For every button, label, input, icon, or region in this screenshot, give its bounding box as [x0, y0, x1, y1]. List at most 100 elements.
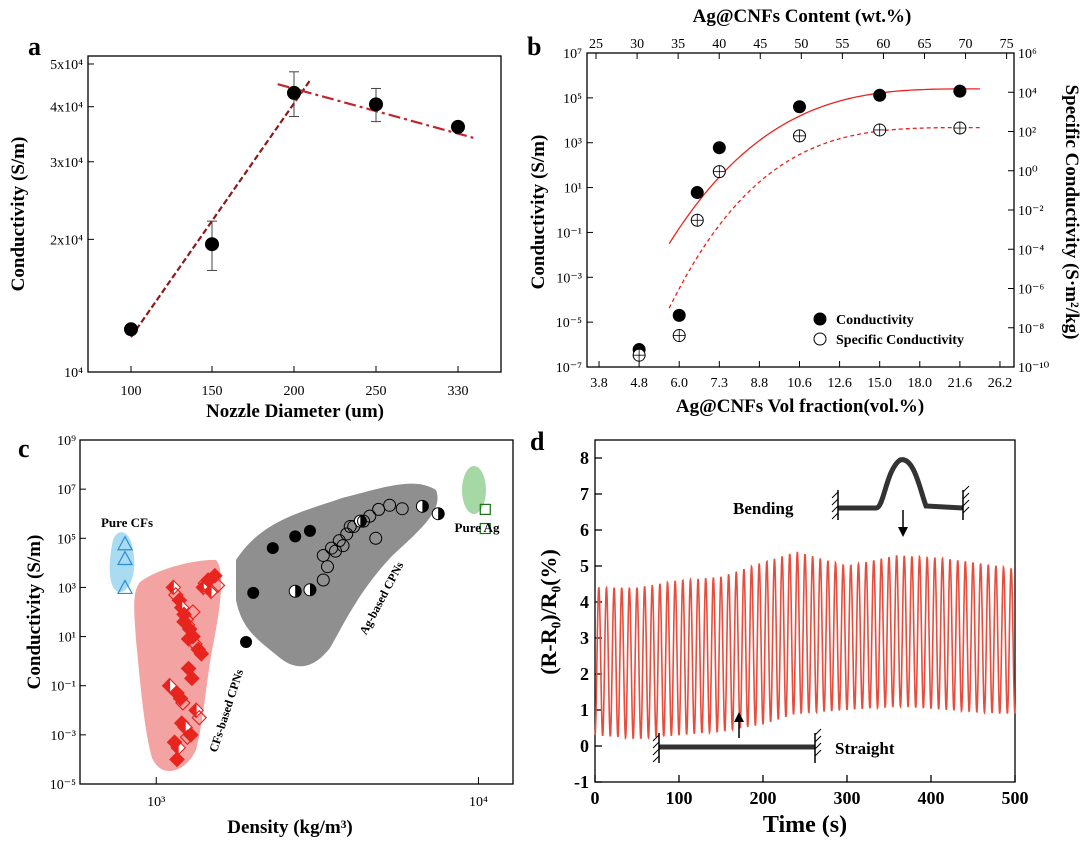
- x-axis-title-c: Density (kg/m³): [227, 817, 353, 838]
- cfs-cpn-point-half: [172, 579, 182, 596]
- ag-cpn-point: [343, 520, 357, 534]
- straight-label: Straight: [835, 739, 895, 758]
- x-tick-label-b: 18.0: [908, 376, 933, 391]
- hatch-mark: [814, 742, 822, 750]
- ag-cpn-point: [266, 542, 279, 555]
- annotations-d: Bending Straight: [652, 457, 970, 763]
- x-tick-label-b: 4.8: [630, 376, 648, 391]
- hatch-mark: [652, 741, 660, 749]
- hatch-mark: [962, 506, 970, 514]
- y-tick-label-d: 2: [580, 664, 589, 684]
- fit-line-dashed-a: [130, 79, 312, 338]
- conductivity-point-b: [712, 141, 726, 155]
- ag-cpn-point-half: [438, 507, 445, 520]
- x2-tick-label-b: 40: [712, 37, 726, 52]
- x-tick-label-d: 0: [591, 788, 600, 808]
- panel-label-d: d: [530, 427, 545, 456]
- ag-cpn-point: [395, 502, 409, 516]
- y-tick-label-c: 10⁻¹: [50, 680, 76, 695]
- panel-label-c: c: [18, 434, 30, 463]
- cfs-cpn-point: [209, 577, 226, 594]
- x2-tick-label-b: 75: [1000, 37, 1014, 52]
- cfs-cpn-point: [180, 631, 197, 647]
- data-point-a: [205, 237, 219, 252]
- x-tick-label-b: 6.0: [670, 376, 688, 391]
- axes-a: 100 150 200 250 330 10⁴ 2x10⁴ 3x10⁴ 4x10⁴ 5x10⁴: [50, 58, 468, 399]
- y-tick-label-a: 5x10⁴: [50, 58, 83, 73]
- x-tick-label-d: 100: [666, 788, 693, 808]
- x-tick-label-d: 300: [834, 788, 861, 808]
- cfs-cpn-point: [191, 709, 208, 726]
- pure-ag-point: [479, 522, 491, 535]
- specific-conductivity-fit-b: [668, 126, 980, 309]
- y-tick-label-b: 10³: [564, 137, 582, 152]
- x-tick-label-b: 15.0: [867, 376, 892, 391]
- y-tick-label-a: 3x10⁴: [50, 156, 83, 171]
- ag-cpn-point-half: [309, 583, 316, 596]
- regions-c: [109, 466, 486, 772]
- x2-tick-label-b: 30: [630, 37, 644, 52]
- region-label-pure-ag: Pure Ag: [455, 520, 500, 535]
- cfs-cpn-point: [175, 695, 191, 711]
- x-tick-label-d: 500: [1002, 788, 1029, 808]
- ag-cpn-point: [369, 531, 383, 545]
- x2-tick-label-b: 65: [917, 37, 931, 52]
- ag-cpn-point: [247, 586, 260, 599]
- x-tick-label-a: 330: [448, 384, 469, 399]
- cfs-cpn-point: [182, 727, 199, 743]
- ag-cpn-point-half: [360, 515, 367, 528]
- y2-axis-title-b: Specific Conductivity (S·m²/kg): [1061, 85, 1080, 340]
- data-point-a: [369, 97, 383, 112]
- conductivity-point-b: [953, 84, 967, 98]
- x2-tick-label-b: 25: [589, 37, 603, 52]
- region-pure-ag: [462, 466, 486, 514]
- cfs-cpn-point: [185, 604, 201, 620]
- hatch-mark: [652, 734, 660, 742]
- data-point-a: [287, 85, 301, 100]
- pure-cfs-point: [116, 550, 134, 566]
- y-tick-label-d: 3: [580, 628, 589, 648]
- ag-cpn-point-half: [295, 585, 302, 598]
- panel-label-a: a: [28, 32, 41, 61]
- cfs-cpn-point: [193, 645, 210, 662]
- x-tick-label-b: 21.6: [948, 376, 973, 391]
- cfs-cpn-point: [169, 751, 185, 768]
- y2-tick-label-b: 10²: [1018, 126, 1036, 141]
- hatch-mark: [814, 749, 822, 757]
- panel-a: a 100 150 200 250 330 10⁴ 2x10⁴ 3x10⁴ 4x10⁴ 5x10⁴…: [8, 32, 502, 422]
- y-tick-label-b: 10⁵: [563, 92, 582, 107]
- data-point-a: [124, 322, 138, 337]
- resistance-curve: [594, 551, 1016, 741]
- y-tick-label-a: 4x10⁴: [50, 101, 83, 116]
- x-axis-title-d: Time (s): [763, 812, 847, 838]
- data-points-c: [116, 498, 491, 768]
- ag-cpn-point: [357, 514, 371, 528]
- y-tick-label-d: 7: [580, 484, 589, 504]
- cfs-cpn-point: [166, 734, 183, 751]
- y-tick-label-b: 10⁻¹: [556, 226, 582, 241]
- x-tick-label-a: 100: [121, 384, 142, 399]
- x2-tick-label-b: 50: [794, 37, 808, 52]
- y-tick-label-c: 10⁵: [57, 532, 76, 547]
- x-tick-label-b: 12.6: [827, 376, 852, 391]
- ag-cpn-point: [289, 530, 302, 543]
- plot-frame-c: [79, 439, 514, 785]
- x-tick-label-d: 200: [750, 788, 777, 808]
- x2-tick-label-b: 55: [835, 37, 849, 52]
- data-point-a: [451, 119, 465, 134]
- legend-marker-specific-conductivity: [813, 332, 827, 346]
- region-pure-cfs: [109, 532, 135, 593]
- ag-cpn-point: [240, 636, 253, 649]
- cfs-cpn-point: [206, 567, 223, 584]
- y-tick-label-c: 10⁹: [57, 434, 76, 449]
- y-axis-title-a: Conductivity (S/m): [8, 137, 29, 292]
- hatch-mark: [962, 485, 970, 493]
- conductivity-point-b: [873, 88, 887, 102]
- y-tick-label-d: -1: [574, 772, 589, 792]
- x-tick-label-d: 400: [918, 788, 945, 808]
- panel-label-b: b: [527, 32, 541, 61]
- y2-tick-label-b: 10⁻⁴: [1018, 243, 1044, 258]
- bending-label: Bending: [733, 499, 794, 518]
